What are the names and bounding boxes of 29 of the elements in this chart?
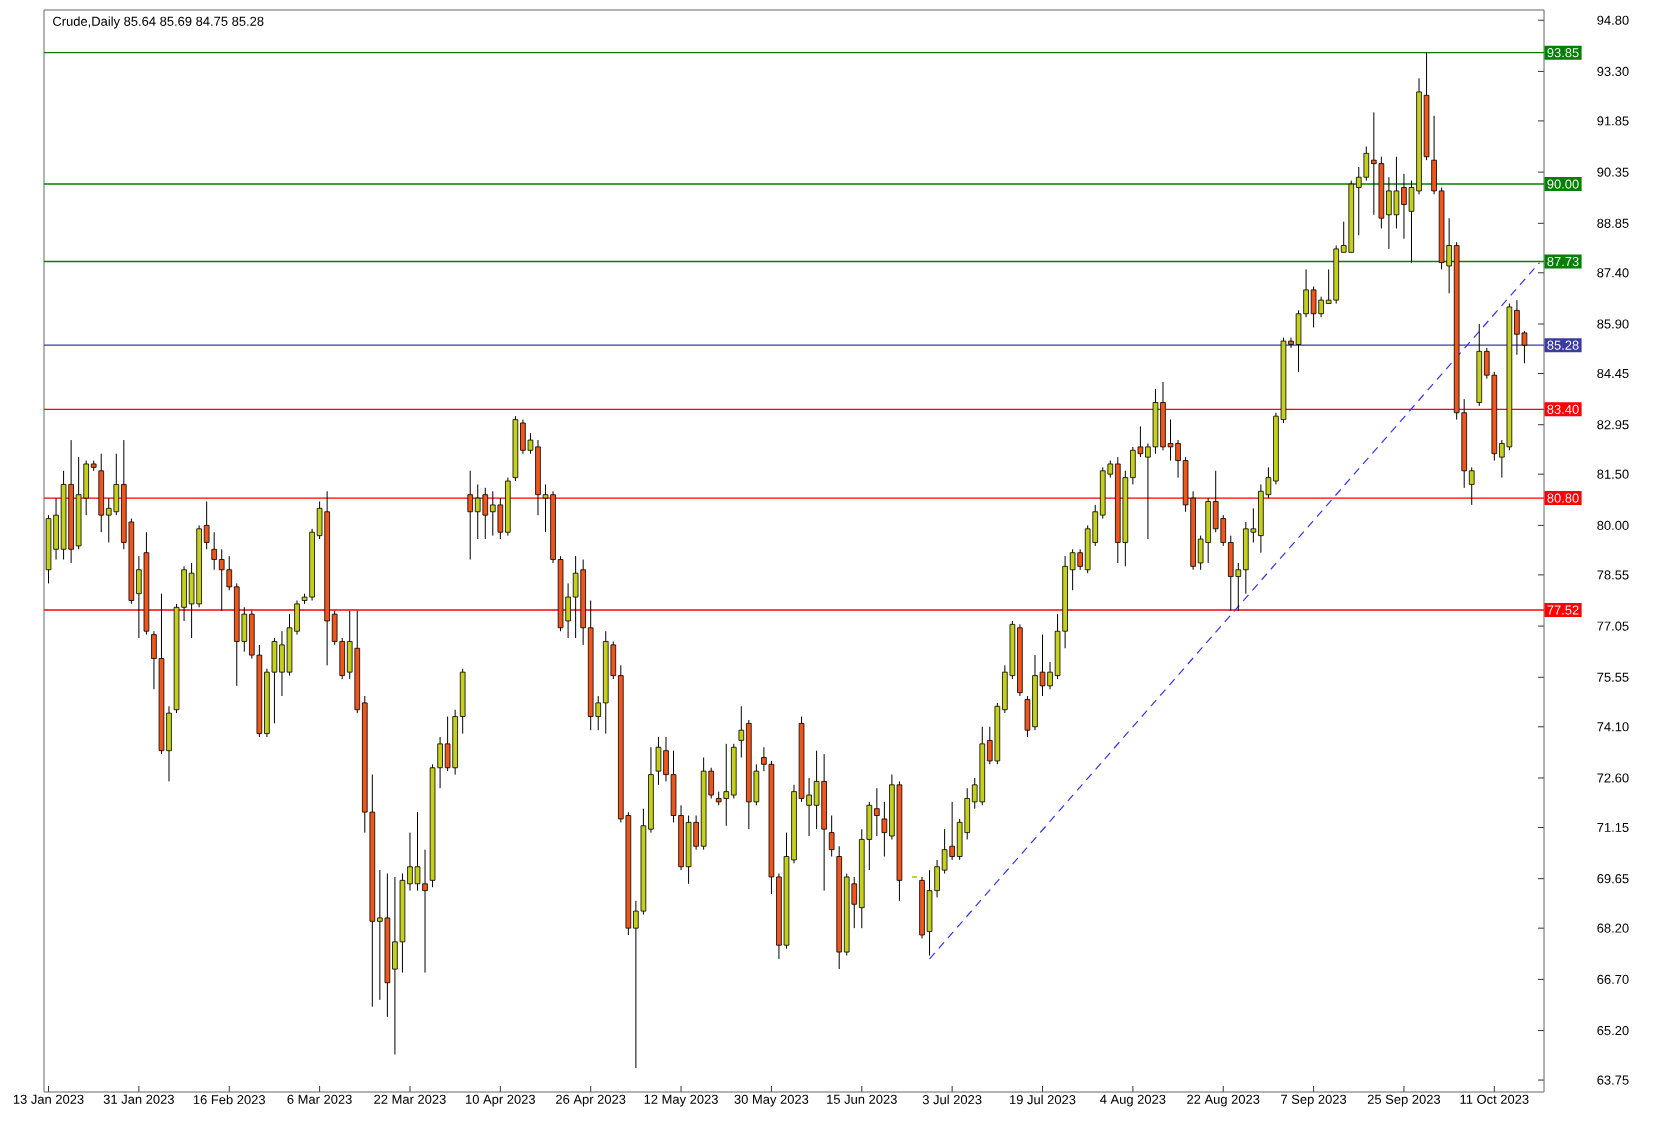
candlestick <box>1243 521 1249 595</box>
candlestick <box>821 753 827 892</box>
candlestick <box>1401 173 1407 240</box>
candlestick <box>489 490 496 537</box>
candlestick <box>1371 111 1377 216</box>
candlestick <box>1318 296 1324 318</box>
candlestick <box>723 743 730 827</box>
candlestick <box>482 487 489 540</box>
candlestick <box>474 483 481 540</box>
candlestick <box>211 531 217 571</box>
candlestick <box>1363 146 1370 182</box>
candlestick <box>535 439 541 516</box>
candlestick <box>218 548 225 612</box>
candlestick <box>467 470 474 561</box>
candlestick <box>98 453 105 533</box>
candlestick <box>1310 285 1317 328</box>
candlestick <box>1205 497 1211 564</box>
candlestick <box>685 815 692 885</box>
candlestick <box>1393 156 1400 229</box>
candlestick <box>572 555 579 639</box>
candlestick <box>813 750 820 830</box>
candlestick <box>828 815 835 857</box>
candlestick <box>392 876 398 1055</box>
candlestick <box>730 743 737 799</box>
candlestick <box>874 787 880 837</box>
candlestick <box>1160 381 1166 451</box>
candlestick <box>444 716 451 772</box>
candlestick <box>1258 483 1264 554</box>
candlestick <box>279 630 285 697</box>
